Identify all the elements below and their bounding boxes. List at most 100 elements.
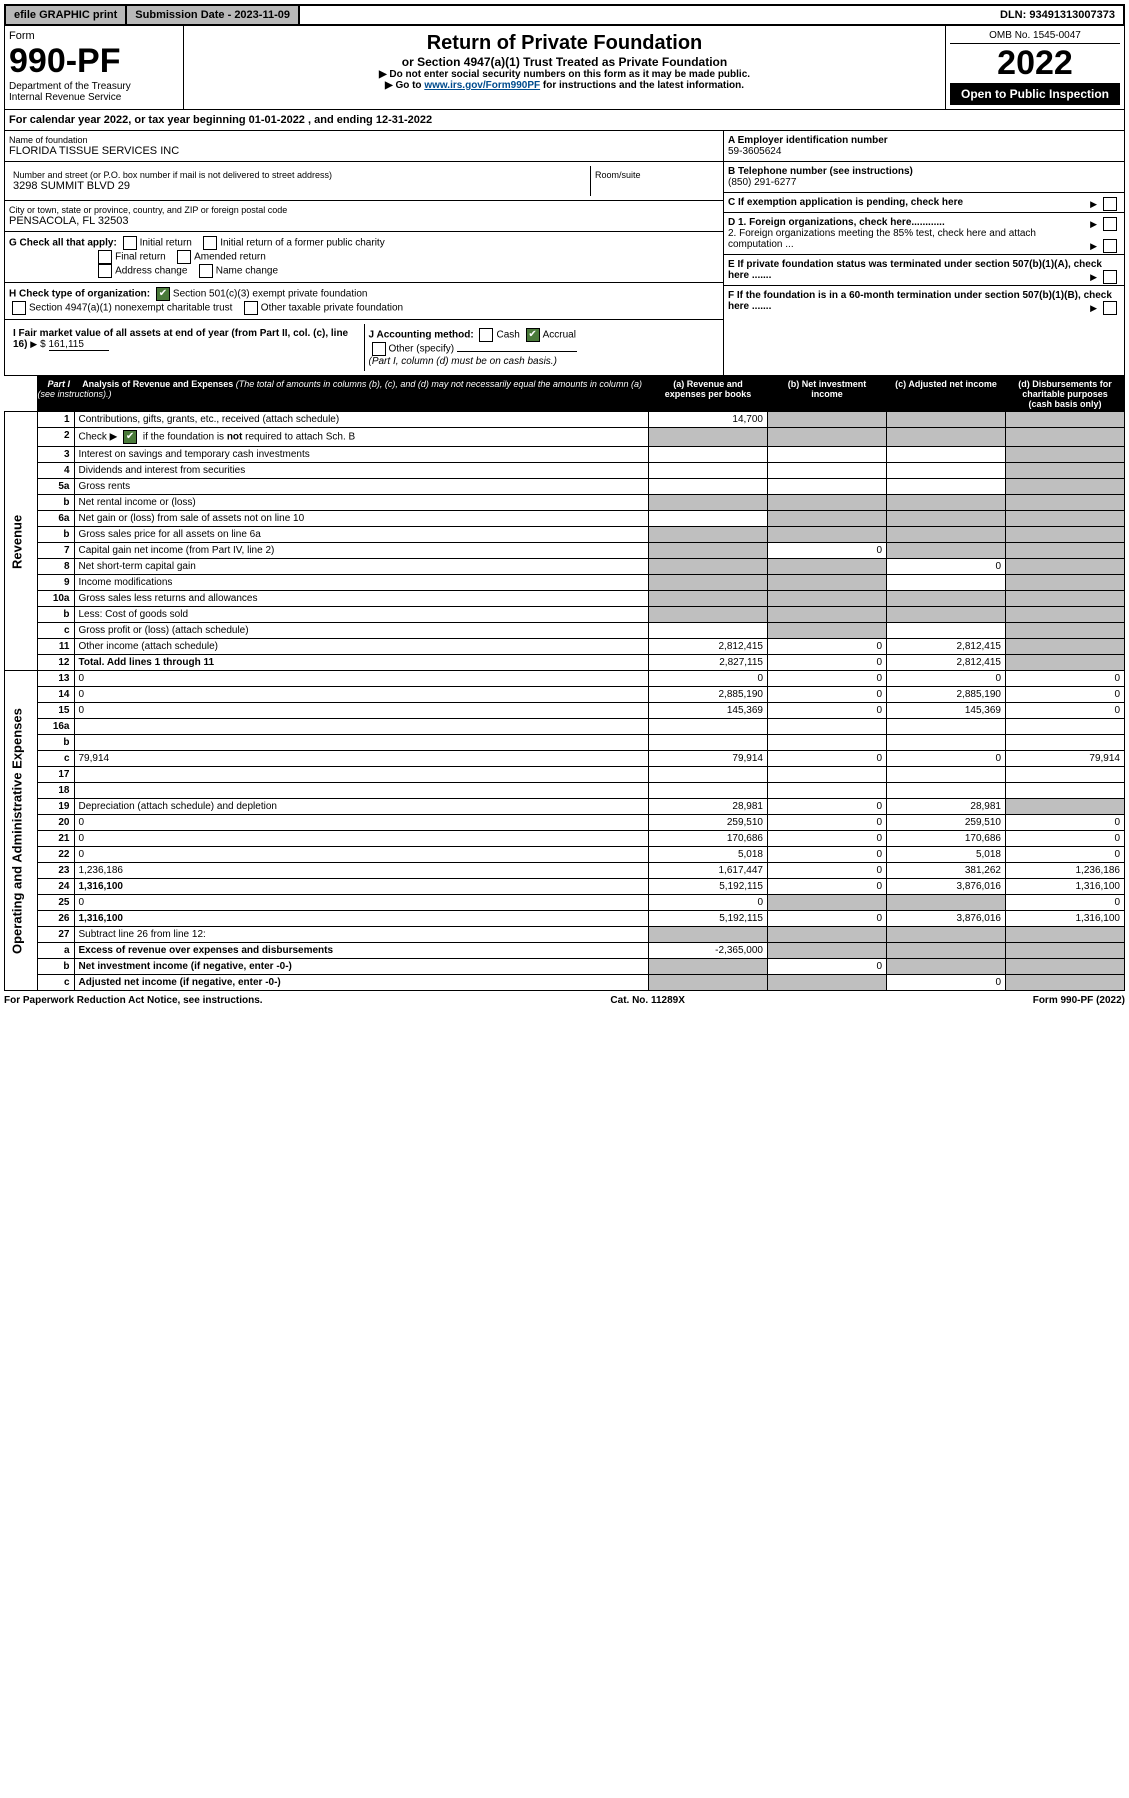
- table-row: cAdjusted net income (if negative, enter…: [5, 975, 1125, 991]
- row-number: 21: [37, 831, 74, 847]
- chk-amended[interactable]: [177, 250, 191, 264]
- top-bar: efile GRAPHIC print Submission Date - 20…: [4, 4, 1125, 26]
- dept-irs: Internal Revenue Service: [9, 92, 179, 103]
- chk-c[interactable]: [1103, 197, 1117, 211]
- fmv-value: 161,115: [49, 339, 109, 351]
- opt-4947: Section 4947(a)(1) nonexempt charitable …: [29, 303, 232, 314]
- opt-accrual: Accrual: [543, 330, 576, 341]
- chk-address-change[interactable]: [98, 264, 112, 278]
- row-number: 5a: [37, 479, 74, 495]
- chk-cash[interactable]: [479, 328, 493, 342]
- chk-f[interactable]: [1103, 301, 1117, 315]
- table-row: bLess: Cost of goods sold: [5, 607, 1125, 623]
- chk-other-method[interactable]: [372, 342, 386, 356]
- col-d-hdr: (d) Disbursements for charitable purpose…: [1006, 377, 1125, 412]
- cell-d: [1006, 511, 1125, 527]
- cell-b: [768, 975, 887, 991]
- cell-b: [768, 623, 887, 639]
- table-row: bNet rental income or (loss): [5, 495, 1125, 511]
- chk-sch-b[interactable]: [123, 430, 137, 444]
- form-link[interactable]: www.irs.gov/Form990PF: [424, 80, 540, 91]
- cy-mid: , and ending: [308, 114, 376, 126]
- cell-b: [768, 591, 887, 607]
- cell-c: 3,876,016: [887, 879, 1006, 895]
- entity-grid: Name of foundation FLORIDA TISSUE SERVIC…: [4, 131, 1125, 376]
- cell-c: 0: [887, 671, 1006, 687]
- chk-d1[interactable]: [1103, 217, 1117, 231]
- cell-c: [887, 735, 1006, 751]
- cell-c: [887, 447, 1006, 463]
- cell-a: 1,617,447: [649, 863, 768, 879]
- cell-a: 28,981: [649, 799, 768, 815]
- cell-a: [649, 783, 768, 799]
- table-row: 11Other income (attach schedule)2,812,41…: [5, 639, 1125, 655]
- cell-c: [887, 943, 1006, 959]
- cell-d: [1006, 735, 1125, 751]
- cell-c: [887, 527, 1006, 543]
- chk-initial-former[interactable]: [203, 236, 217, 250]
- table-row: 2Check ▶ if the foundation is not requir…: [5, 428, 1125, 447]
- chk-other-taxable[interactable]: [244, 301, 258, 315]
- table-row: Revenue1Contributions, gifts, grants, et…: [5, 412, 1125, 428]
- cell-c: [887, 495, 1006, 511]
- row-desc: Net gain or (loss) from sale of assets n…: [74, 511, 649, 527]
- chk-accrual[interactable]: [526, 328, 540, 342]
- cell-b: 0: [768, 863, 887, 879]
- cell-b: [768, 719, 887, 735]
- cell-b: 0: [768, 751, 887, 767]
- cell-d: [1006, 559, 1125, 575]
- cell-c: 170,686: [887, 831, 1006, 847]
- cell-b: [768, 943, 887, 959]
- row-desc: Depreciation (attach schedule) and deple…: [74, 799, 649, 815]
- row-number: 15: [37, 703, 74, 719]
- cell-c: [887, 511, 1006, 527]
- cell-a: [649, 591, 768, 607]
- table-row: bNet investment income (if negative, ent…: [5, 959, 1125, 975]
- cell-a: [649, 511, 768, 527]
- row-number: 25: [37, 895, 74, 911]
- row-desc: Check ▶ if the foundation is not require…: [74, 428, 649, 447]
- room-label: Room/suite: [595, 170, 715, 180]
- cell-a: 5,192,115: [649, 911, 768, 927]
- row-number: a: [37, 943, 74, 959]
- cell-c: [887, 543, 1006, 559]
- cell-c: [887, 783, 1006, 799]
- row-desc: Total. Add lines 1 through 11: [74, 655, 649, 671]
- cell-b: [768, 927, 887, 943]
- cell-a: [649, 575, 768, 591]
- cell-d: 1,236,186: [1006, 863, 1125, 879]
- opt-cash: Cash: [496, 330, 519, 341]
- cell-d: 1,316,100: [1006, 879, 1125, 895]
- cell-c: [887, 479, 1006, 495]
- row-desc: [74, 719, 649, 735]
- cell-a: 5,018: [649, 847, 768, 863]
- table-row: 19Depreciation (attach schedule) and dep…: [5, 799, 1125, 815]
- addr-label: Number and street (or P.O. box number if…: [13, 170, 586, 180]
- chk-e[interactable]: [1103, 270, 1117, 284]
- chk-name-change[interactable]: [199, 264, 213, 278]
- row-number: 11: [37, 639, 74, 655]
- cell-c: 2,812,415: [887, 639, 1006, 655]
- col-c-hdr: (c) Adjusted net income: [887, 377, 1006, 412]
- chk-4947[interactable]: [12, 301, 26, 315]
- cell-c: [887, 895, 1006, 911]
- street-address: 3298 SUMMIT BLVD 29: [13, 180, 586, 192]
- footer-right: Form 990-PF (2022): [1033, 995, 1125, 1006]
- cell-c: 0: [887, 751, 1006, 767]
- cell-a: 79,914: [649, 751, 768, 767]
- cell-b: 0: [768, 911, 887, 927]
- chk-initial-return[interactable]: [123, 236, 137, 250]
- table-row: 9Income modifications: [5, 575, 1125, 591]
- chk-501c3[interactable]: [156, 287, 170, 301]
- cell-d: [1006, 655, 1125, 671]
- table-row: 4Dividends and interest from securities: [5, 463, 1125, 479]
- row-desc: 0: [74, 687, 649, 703]
- col-a-hdr: (a) Revenue and expenses per books: [649, 377, 768, 412]
- cell-b: [768, 463, 887, 479]
- cell-b: [768, 575, 887, 591]
- cell-b: [768, 783, 887, 799]
- row-number: 19: [37, 799, 74, 815]
- chk-d2[interactable]: [1103, 239, 1117, 253]
- chk-final-return[interactable]: [98, 250, 112, 264]
- row-desc: 0: [74, 703, 649, 719]
